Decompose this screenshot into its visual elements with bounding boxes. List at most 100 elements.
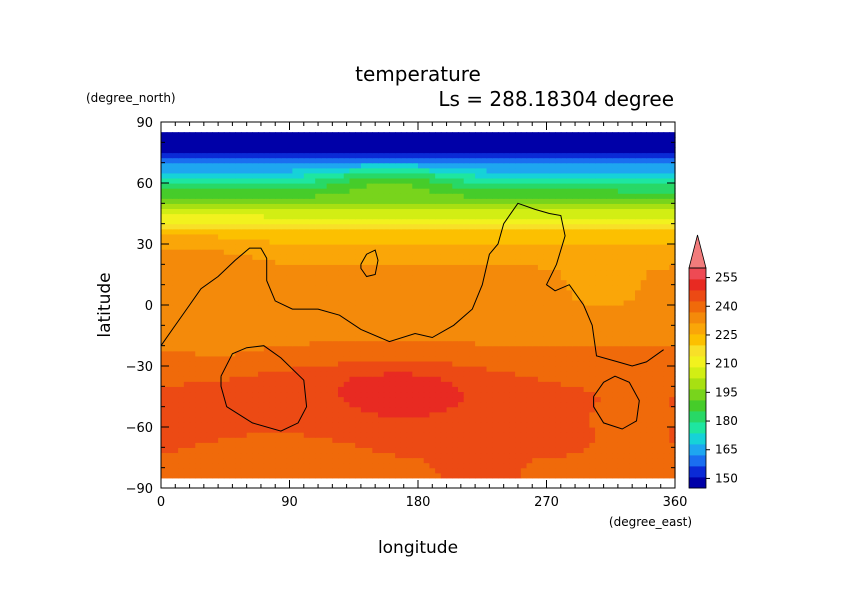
heatmap-cell: [657, 345, 665, 352]
heatmap-cell: [600, 401, 608, 408]
heatmap-cell: [269, 274, 276, 281]
heatmap-cell: [475, 238, 482, 245]
heatmap-cell: [463, 360, 470, 367]
heatmap-cell: [452, 437, 459, 443]
heatmap-cell: [566, 386, 573, 393]
heatmap-cell: [320, 193, 328, 199]
heatmap-cell: [189, 203, 196, 210]
heatmap-cell: [629, 345, 636, 352]
heatmap-cell: [366, 208, 373, 215]
heatmap-cell: [349, 340, 356, 347]
heatmap-cell: [623, 355, 630, 362]
heatmap-cell: [595, 198, 602, 204]
heatmap-cell: [412, 442, 419, 448]
heatmap-cell: [161, 340, 168, 347]
heatmap-cell: [292, 345, 299, 352]
heatmap-cell: [218, 193, 225, 199]
heatmap-cell: [309, 396, 316, 403]
heatmap-cell: [657, 249, 665, 255]
heatmap-cell: [480, 427, 488, 433]
heatmap-cell: [435, 452, 442, 459]
heatmap-cell: [612, 350, 619, 357]
heatmap-cell: [189, 228, 196, 235]
heatmap-cell: [269, 396, 276, 403]
heatmap-cell: [663, 218, 670, 225]
heatmap-cell: [320, 264, 328, 271]
heatmap-cell: [418, 259, 425, 265]
heatmap-cell: [269, 340, 276, 347]
heatmap-cell: [235, 335, 242, 342]
heatmap-cell: [343, 360, 351, 367]
heatmap-cell: [566, 371, 573, 377]
heatmap-cell: [446, 355, 453, 362]
heatmap-cell: [372, 264, 379, 271]
heatmap-cell: [589, 244, 596, 250]
heatmap-cell: [469, 427, 476, 433]
heatmap-cell: [463, 284, 470, 291]
heatmap-cell: [526, 350, 533, 357]
heatmap-cell: [286, 193, 293, 199]
heatmap-cell: [309, 238, 316, 245]
heatmap-cell: [515, 320, 522, 326]
heatmap-cell: [258, 442, 265, 448]
heatmap-cell: [406, 396, 413, 403]
heatmap-cell: [583, 371, 590, 377]
heatmap-cell: [212, 223, 219, 230]
heatmap-cell: [178, 376, 185, 382]
heatmap-cell: [617, 335, 625, 342]
heatmap-cell: [315, 447, 322, 454]
heatmap-cell: [652, 462, 659, 469]
heatmap-cell: [349, 299, 356, 306]
heatmap-cell: [178, 437, 185, 443]
heatmap-cell: [463, 462, 470, 469]
heatmap-cell: [315, 371, 322, 377]
heatmap-cell: [635, 355, 642, 362]
heatmap-cell: [258, 340, 265, 347]
heatmap-cell: [389, 366, 396, 372]
heatmap-cell: [223, 391, 231, 398]
heatmap-cell: [240, 294, 248, 301]
heatmap-cell: [577, 325, 585, 332]
heatmap-cell: [600, 442, 608, 448]
heatmap-cell: [652, 330, 659, 337]
heatmap-cell: [178, 467, 185, 474]
heatmap-cell: [372, 294, 379, 301]
heatmap-cell: [566, 437, 573, 443]
heatmap-cell: [537, 299, 545, 306]
heatmap-cell: [457, 371, 465, 377]
heatmap-cell: [292, 330, 299, 337]
heatmap-cell: [503, 355, 510, 362]
heatmap-cell: [240, 416, 248, 423]
heatmap-cell: [566, 421, 573, 428]
heatmap-cell: [595, 457, 602, 464]
heatmap-cell: [395, 208, 402, 215]
heatmap-cell: [669, 203, 676, 210]
heatmap-cell: [206, 350, 213, 357]
heatmap-cell: [258, 279, 265, 286]
heatmap-cell: [509, 330, 516, 337]
heatmap-cell: [452, 386, 459, 393]
heatmap-cell: [583, 325, 590, 332]
heatmap-cell: [560, 376, 568, 382]
heatmap-cell: [486, 330, 493, 337]
heatmap-cell: [652, 310, 659, 316]
heatmap-cell: [246, 193, 253, 199]
heatmap-cell: [338, 462, 345, 469]
heatmap-cell: [400, 289, 408, 296]
heatmap-cell: [583, 401, 590, 408]
heatmap-cell: [429, 315, 436, 321]
heatmap-cell: [309, 406, 316, 413]
heatmap-cell: [206, 294, 213, 301]
heatmap-cell: [252, 401, 259, 408]
heatmap-cell: [612, 360, 619, 367]
heatmap-cell: [280, 411, 288, 418]
heatmap-cell: [629, 294, 636, 301]
heatmap-cell: [212, 244, 219, 250]
heatmap-cell: [200, 228, 208, 235]
heatmap-cell: [372, 203, 379, 210]
heatmap-cell: [566, 310, 573, 316]
heatmap-cell: [183, 366, 191, 372]
heatmap-cell: [520, 208, 528, 215]
heatmap-cell: [537, 360, 545, 367]
heatmap-cell: [320, 432, 328, 438]
